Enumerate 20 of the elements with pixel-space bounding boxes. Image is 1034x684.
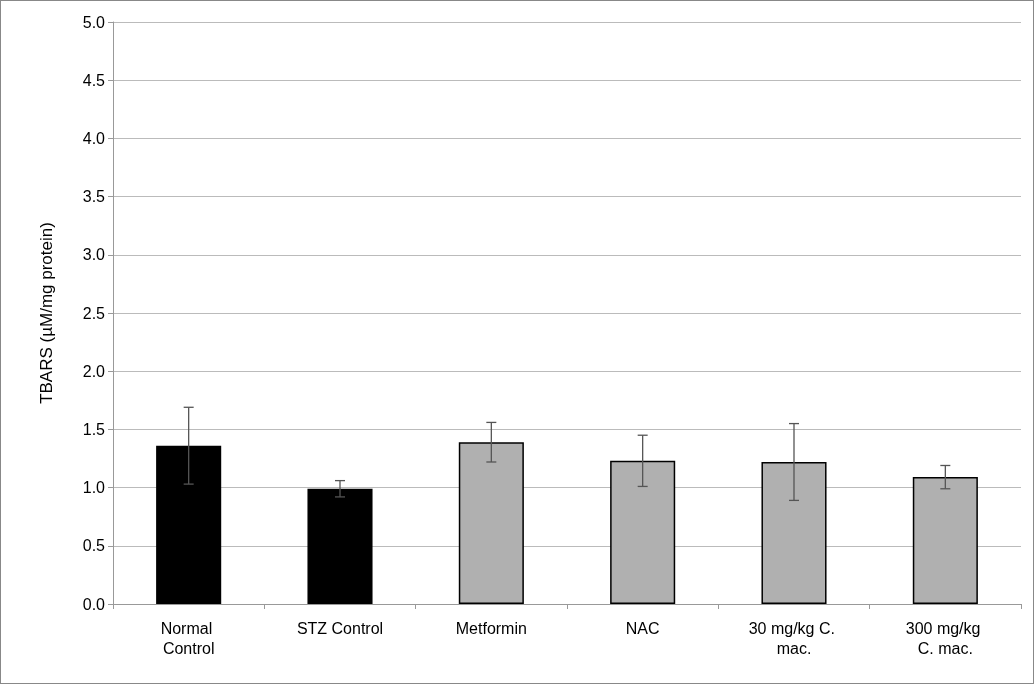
y-tick-label: 0.0 bbox=[82, 595, 106, 613]
y-tick-label: 1.5 bbox=[82, 420, 106, 438]
y-tick-label: 3.0 bbox=[82, 246, 106, 264]
y-tick-label: 4.5 bbox=[82, 71, 106, 89]
x-tick-label: 300 mg/kg C. mac. bbox=[905, 619, 985, 657]
y-tick-label: 0.5 bbox=[82, 537, 106, 555]
x-tick-label: 30 mg/kg C. mac. bbox=[748, 619, 840, 657]
y-tick-label: 2.0 bbox=[82, 362, 106, 380]
y-tick-label: 4.0 bbox=[82, 129, 106, 147]
x-tick-label: Normal Control bbox=[160, 619, 217, 657]
y-tick-label: 3.5 bbox=[82, 188, 106, 206]
x-tick-label: NAC bbox=[625, 619, 660, 637]
y-tick-label: 5.0 bbox=[82, 13, 106, 31]
bar bbox=[156, 445, 222, 604]
x-tick-label: Metformin bbox=[455, 619, 527, 637]
y-tick-label: 2.5 bbox=[82, 304, 106, 322]
x-tick-label: STZ Control bbox=[296, 619, 384, 637]
bar bbox=[307, 488, 373, 604]
y-tick-label: 1.0 bbox=[82, 479, 106, 497]
y-axis-title: TBARS (µM/mg protein) bbox=[37, 222, 56, 404]
